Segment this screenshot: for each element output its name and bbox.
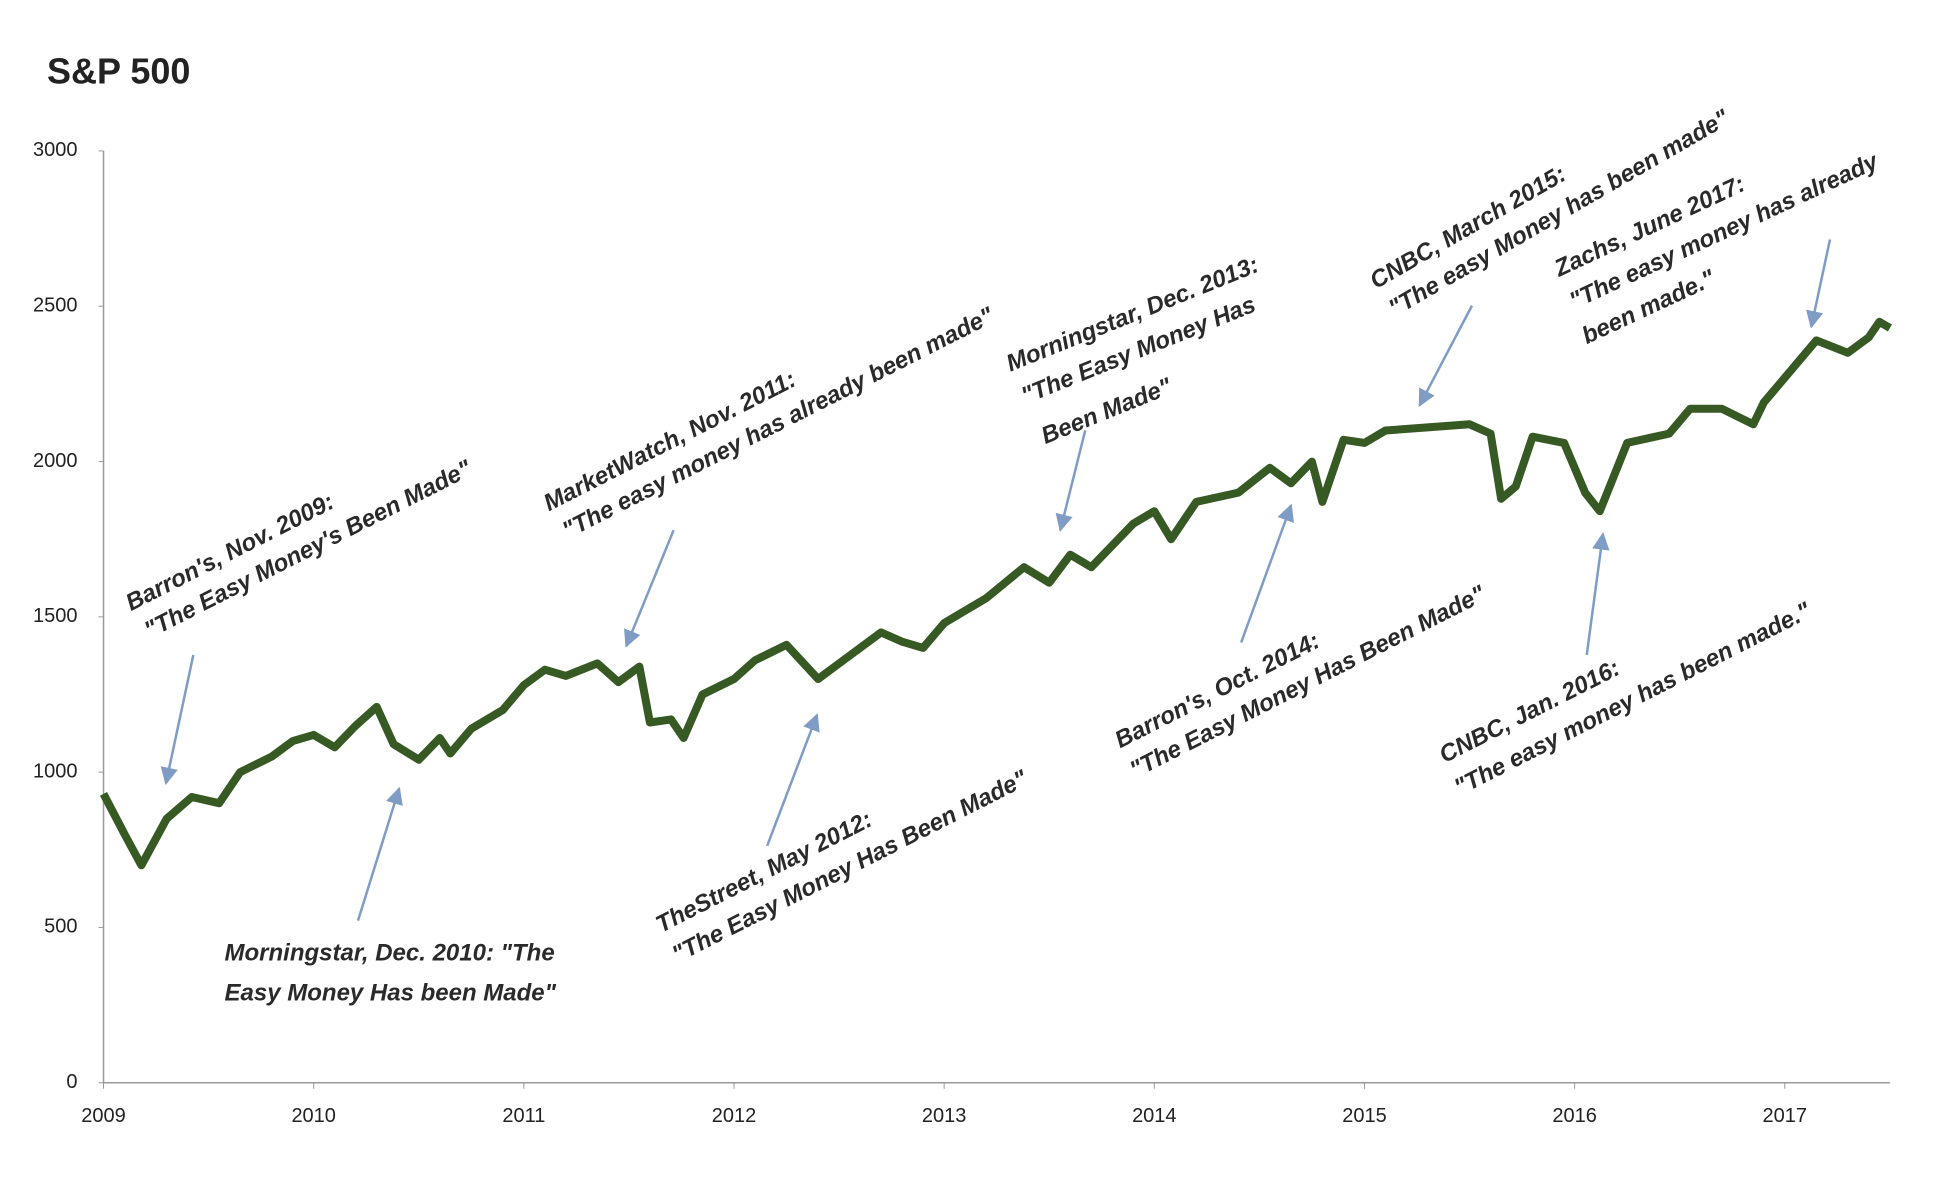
annotation-arrow	[766, 713, 820, 847]
y-tick-label: 3000	[33, 139, 78, 161]
annotation-text: "The easy money has already been made"	[558, 302, 999, 544]
x-tick-label: 2014	[1132, 1105, 1177, 1127]
x-tick-label: 2016	[1552, 1105, 1597, 1127]
annotation-text: "The easy money has been made."	[1450, 597, 1816, 801]
y-tick-label: 2000	[33, 450, 78, 472]
y-tick-label: 1000	[33, 760, 78, 782]
annotation-arrow	[1240, 503, 1294, 643]
price-line	[99, 317, 1892, 870]
x-tick-label: 2013	[922, 1105, 967, 1127]
x-tick-label: 2011	[502, 1105, 545, 1127]
y-tick-label: 500	[44, 916, 77, 938]
annotation-arrow	[160, 654, 195, 786]
annotation-text: Morningstar, Dec. 2010: "The	[225, 940, 555, 967]
x-tick-label: 2012	[712, 1105, 757, 1127]
annotation-arrow	[1585, 532, 1610, 656]
y-tick-label: 0	[66, 1071, 77, 1093]
annotation-text: "The Easy Money Has Been Made"	[1126, 580, 1491, 784]
y-tick-label: 2500	[33, 295, 78, 317]
x-tick-label: 2010	[291, 1105, 336, 1127]
annotation-text: "The Easy Money Has Been Made"	[668, 765, 1033, 969]
annotation-arrow	[1806, 239, 1832, 329]
annotation-text: "The Easy Money's Been Made"	[140, 455, 476, 644]
chart-title: S&P 500	[47, 51, 190, 92]
annotation-arrow	[1418, 305, 1474, 407]
x-tick-label: 2009	[81, 1105, 126, 1127]
annotation-text: Easy Money Has been Made"	[225, 979, 557, 1006]
y-tick-label: 1500	[33, 605, 78, 627]
annotation-arrow	[356, 786, 403, 921]
annotation-arrow	[624, 529, 675, 648]
x-tick-label: 2017	[1763, 1105, 1808, 1127]
x-tick-label: 2015	[1342, 1105, 1387, 1127]
annotation-arrow	[1055, 430, 1087, 532]
